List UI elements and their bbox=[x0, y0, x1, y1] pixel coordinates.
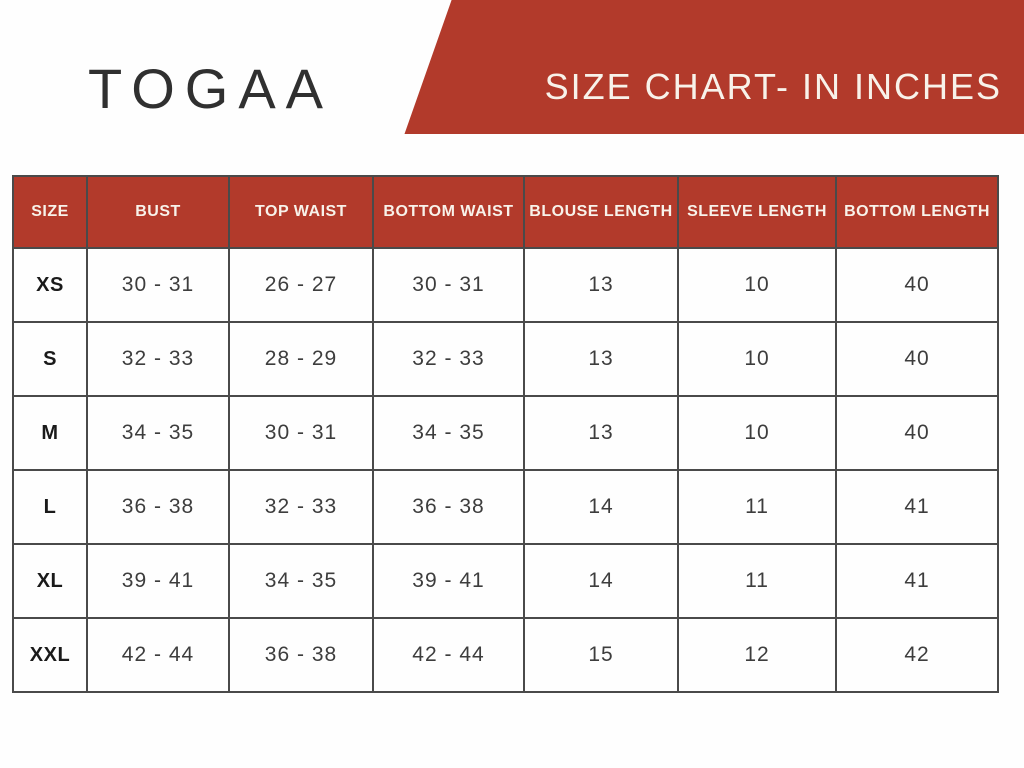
banner-ribbon: SIZE CHART- IN INCHES bbox=[404, 0, 1024, 134]
table-cell: 42 bbox=[835, 617, 999, 693]
brand-logo: TOGAA bbox=[88, 57, 334, 120]
table-cell: 36 - 38 bbox=[86, 469, 230, 545]
col-header-blouse-length: BLOUSE LENGTH bbox=[523, 175, 679, 249]
table-cell: 13 bbox=[523, 321, 679, 397]
table-cell: 12 bbox=[677, 617, 837, 693]
col-header-bust: BUST bbox=[86, 175, 230, 249]
table-cell: 41 bbox=[835, 469, 999, 545]
table-cell: 30 - 31 bbox=[228, 395, 374, 471]
table-cell: 10 bbox=[677, 247, 837, 323]
size-cell: XS bbox=[12, 247, 88, 323]
table-cell: 13 bbox=[523, 395, 679, 471]
table-cell: 41 bbox=[835, 543, 999, 619]
size-cell: L bbox=[12, 469, 88, 545]
table-cell: 39 - 41 bbox=[372, 543, 525, 619]
table-cell: 32 - 33 bbox=[86, 321, 230, 397]
size-chart-table: SIZE BUST TOP WAIST BOTTOM WAIST BLOUSE … bbox=[12, 175, 999, 693]
table-cell: 32 - 33 bbox=[228, 469, 374, 545]
table-cell: 34 - 35 bbox=[228, 543, 374, 619]
table-row-m: M 34 - 35 30 - 31 34 - 35 13 10 40 bbox=[12, 395, 999, 471]
table-cell: 40 bbox=[835, 395, 999, 471]
table-cell: 36 - 38 bbox=[228, 617, 374, 693]
col-header-bottom-waist: BOTTOM WAIST bbox=[372, 175, 525, 249]
table-cell: 13 bbox=[523, 247, 679, 323]
size-cell: XXL bbox=[12, 617, 88, 693]
table-cell: 14 bbox=[523, 543, 679, 619]
table-cell: 40 bbox=[835, 321, 999, 397]
table-header-row: SIZE BUST TOP WAIST BOTTOM WAIST BLOUSE … bbox=[12, 175, 999, 249]
table-cell: 10 bbox=[677, 395, 837, 471]
table-cell: 30 - 31 bbox=[372, 247, 525, 323]
table-cell: 28 - 29 bbox=[228, 321, 374, 397]
table-cell: 11 bbox=[677, 469, 837, 545]
table-cell: 26 - 27 bbox=[228, 247, 374, 323]
table-cell: 42 - 44 bbox=[86, 617, 230, 693]
table-cell: 11 bbox=[677, 543, 837, 619]
size-cell: XL bbox=[12, 543, 88, 619]
table-row-xl: XL 39 - 41 34 - 35 39 - 41 14 11 41 bbox=[12, 543, 999, 619]
table-row-xxl: XXL 42 - 44 36 - 38 42 - 44 15 12 42 bbox=[12, 617, 999, 693]
size-cell: M bbox=[12, 395, 88, 471]
table-cell: 39 - 41 bbox=[86, 543, 230, 619]
col-header-top-waist: TOP WAIST bbox=[228, 175, 374, 249]
table-cell: 42 - 44 bbox=[372, 617, 525, 693]
page-title: SIZE CHART- IN INCHES bbox=[544, 66, 1002, 107]
table-row-s: S 32 - 33 28 - 29 32 - 33 13 10 40 bbox=[12, 321, 999, 397]
table-cell: 36 - 38 bbox=[372, 469, 525, 545]
table-row-xs: XS 30 - 31 26 - 27 30 - 31 13 10 40 bbox=[12, 247, 999, 323]
size-cell: S bbox=[12, 321, 88, 397]
table-row-l: L 36 - 38 32 - 33 36 - 38 14 11 41 bbox=[12, 469, 999, 545]
table-cell: 34 - 35 bbox=[372, 395, 525, 471]
table-cell: 32 - 33 bbox=[372, 321, 525, 397]
table-cell: 30 - 31 bbox=[86, 247, 230, 323]
col-header-sleeve-length: SLEEVE LENGTH bbox=[677, 175, 837, 249]
table-cell: 15 bbox=[523, 617, 679, 693]
table-cell: 10 bbox=[677, 321, 837, 397]
table-cell: 40 bbox=[835, 247, 999, 323]
col-header-size: SIZE bbox=[12, 175, 88, 249]
table-cell: 14 bbox=[523, 469, 679, 545]
table-cell: 34 - 35 bbox=[86, 395, 230, 471]
col-header-bottom-length: BOTTOM LENGTH bbox=[835, 175, 999, 249]
